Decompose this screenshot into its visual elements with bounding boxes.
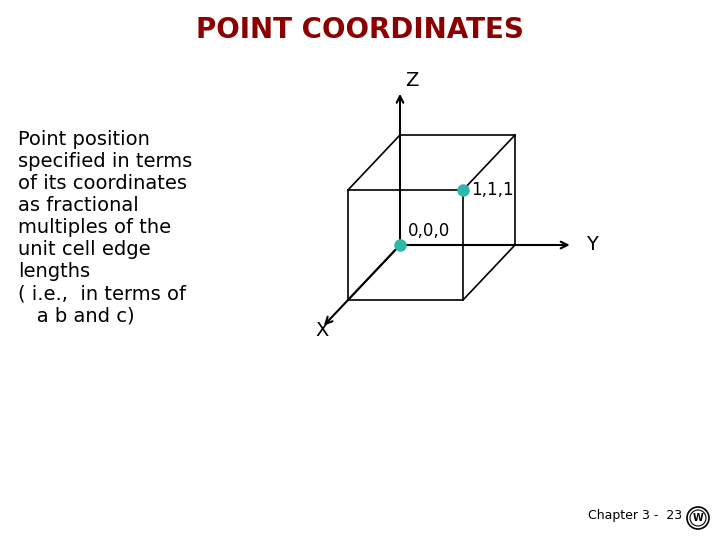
Text: Y: Y bbox=[586, 235, 598, 254]
Text: 1,1,1: 1,1,1 bbox=[471, 181, 513, 199]
Text: Point position: Point position bbox=[18, 130, 150, 149]
Text: Chapter 3 -  23: Chapter 3 - 23 bbox=[588, 509, 682, 522]
Text: of its coordinates: of its coordinates bbox=[18, 174, 187, 193]
Text: lengths: lengths bbox=[18, 262, 90, 281]
Text: POINT COORDINATES: POINT COORDINATES bbox=[196, 16, 524, 44]
Text: Z: Z bbox=[405, 71, 418, 90]
Text: unit cell edge: unit cell edge bbox=[18, 240, 150, 259]
Text: as fractional: as fractional bbox=[18, 196, 139, 215]
Text: X: X bbox=[315, 321, 329, 340]
Text: W: W bbox=[693, 513, 703, 523]
Text: a b and c): a b and c) bbox=[18, 306, 135, 325]
Text: multiples of the: multiples of the bbox=[18, 218, 171, 237]
Text: 0,0,0: 0,0,0 bbox=[408, 222, 450, 240]
Text: specified in terms: specified in terms bbox=[18, 152, 192, 171]
Text: ( i.e.,  in terms of: ( i.e., in terms of bbox=[18, 284, 186, 303]
